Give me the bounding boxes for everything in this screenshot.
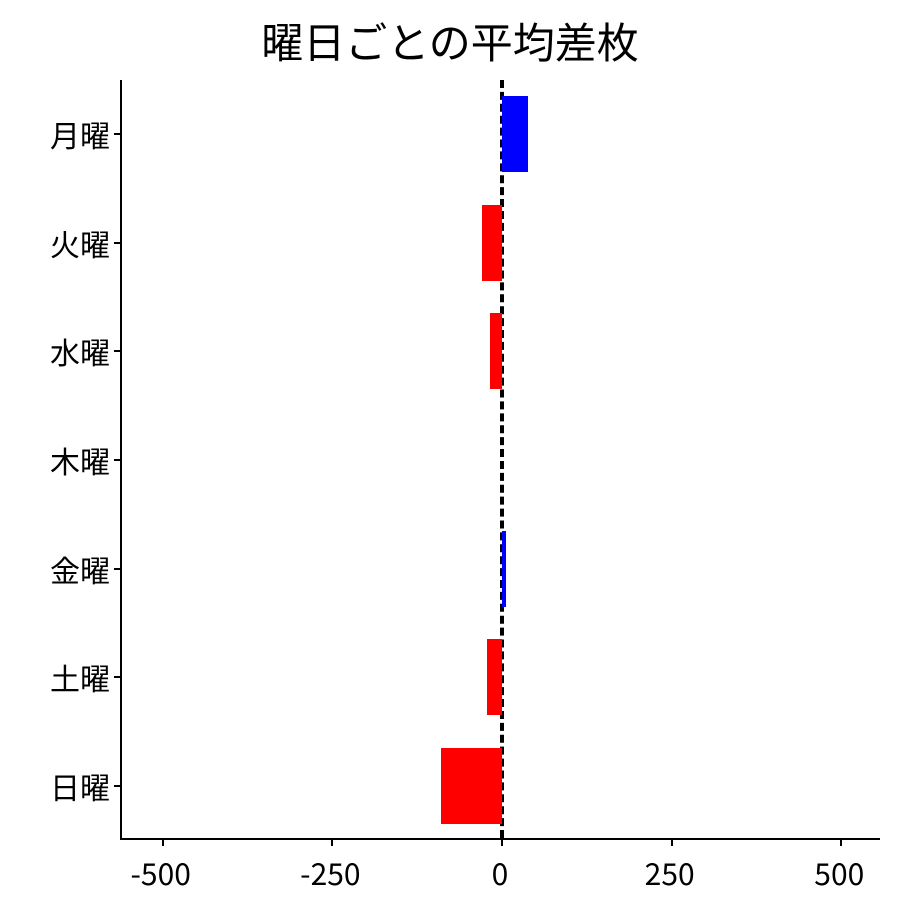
ytick-mark [114, 242, 122, 244]
ytick-mark [114, 133, 122, 135]
xtick-label: 250 [645, 850, 695, 894]
xtick-mark [671, 838, 673, 846]
ytick-mark [114, 568, 122, 570]
bar-5 [487, 639, 502, 715]
ytick-label: 水曜 [10, 329, 110, 373]
chart-container: 曜日ごとの平均差枚 月曜火曜水曜木曜金曜土曜日曜 -500 -250 0 250 500 [0, 0, 900, 900]
xtick-mark [501, 838, 503, 846]
ytick-label: 木曜 [10, 438, 110, 482]
ytick-label: 日曜 [10, 764, 110, 808]
xtick-label: -500 [131, 850, 191, 894]
ytick-label: 土曜 [10, 655, 110, 699]
bar-6 [441, 748, 502, 824]
ytick-mark [114, 785, 122, 787]
xtick-label: 500 [814, 850, 864, 894]
bar-4 [502, 531, 506, 607]
xtick-label: -250 [300, 850, 360, 894]
xtick-label: 0 [492, 850, 509, 894]
ytick-mark [114, 676, 122, 678]
ytick-mark [114, 350, 122, 352]
ytick-label: 月曜 [10, 112, 110, 156]
bar-1 [482, 205, 502, 281]
bar-2 [490, 313, 502, 389]
ytick-label: 火曜 [10, 221, 110, 265]
chart-title: 曜日ごとの平均差枚 [0, 10, 900, 71]
ytick-label: 金曜 [10, 547, 110, 591]
ytick-mark [114, 459, 122, 461]
xtick-mark [840, 838, 842, 846]
plot-area [120, 80, 880, 840]
xtick-mark [331, 838, 333, 846]
xtick-mark [162, 838, 164, 846]
bar-0 [502, 96, 528, 172]
zero-reference-line [500, 80, 504, 838]
